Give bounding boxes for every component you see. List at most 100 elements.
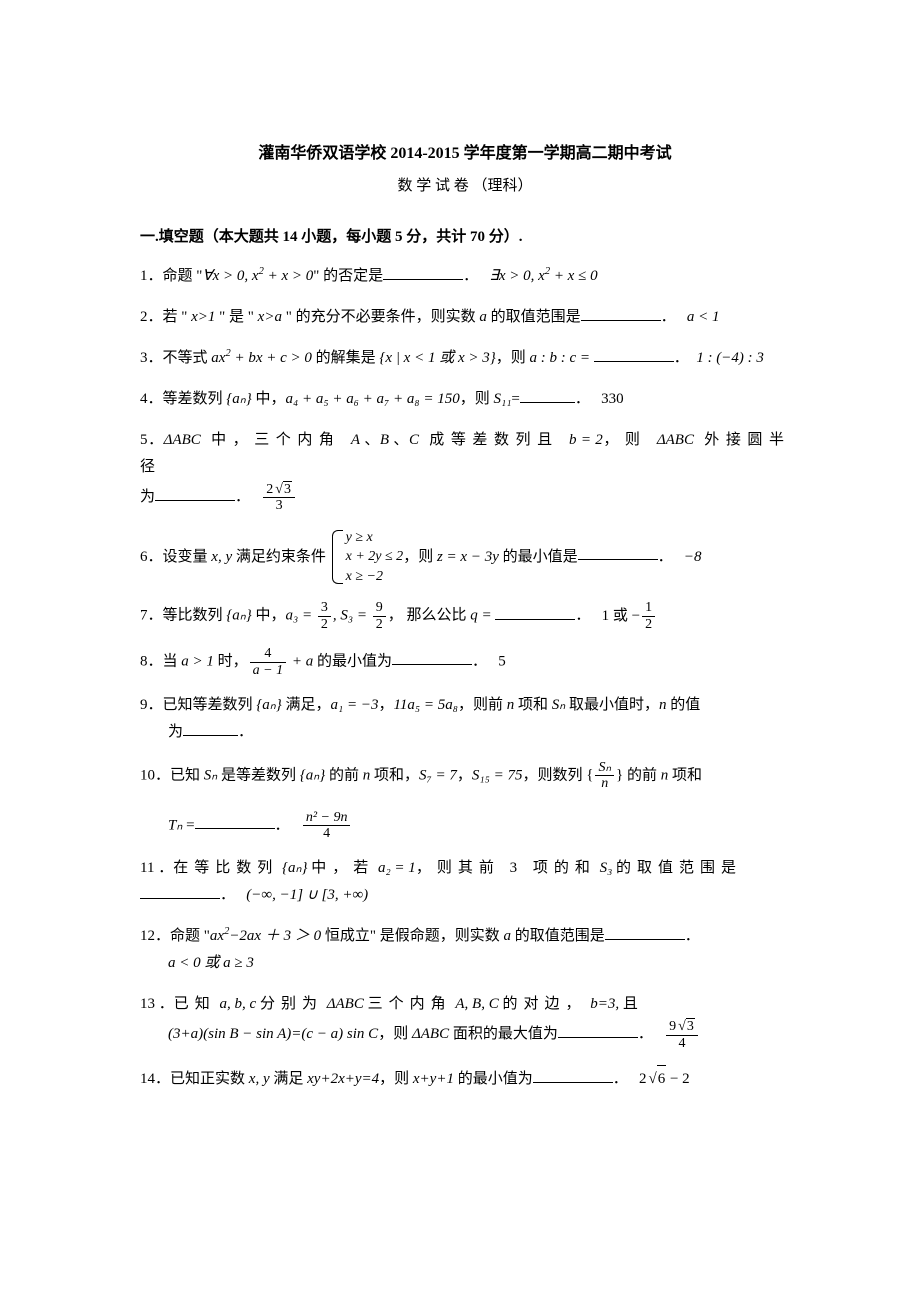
q-text: 已知: [174, 996, 216, 1012]
period: ．: [275, 817, 290, 833]
q-text: 命题 ": [170, 928, 210, 944]
question-4: 4．等差数列 {aₙ} 中，a₄ + a₅ + a₆ + a₇ + a₈ = 1…: [140, 386, 790, 413]
question-9: 9．已知等差数列 {aₙ} 满足，a₁ = −3，11a₅ = 5a₈，则前 n…: [140, 692, 790, 746]
q-text: 三个内角: [368, 996, 452, 1012]
period: ．: [613, 1071, 628, 1087]
q-text: 的取值范围是: [487, 309, 581, 325]
blank: [495, 604, 575, 620]
question-8: 8．当 a > 1 时，4a − 1 + a 的最小值为． 5: [140, 646, 790, 678]
question-6: 6．设变量 x, y 满足约束条件 y ≥ x x + 2y ≤ 2 x ≥ −…: [140, 528, 790, 587]
frac: 4a − 1: [248, 646, 288, 678]
q-text: 中，: [252, 391, 286, 407]
eq: =: [182, 817, 194, 833]
q-num: 10．: [140, 767, 170, 783]
q-num: 2．: [140, 309, 163, 325]
question-14: 14．已知正实数 x, y 满足 xy+2x+y=4，则 x+y+1 的最小值为…: [140, 1065, 790, 1093]
q-num: 3．: [140, 350, 163, 366]
n: n: [659, 697, 667, 713]
q-text: 的最小值为: [313, 653, 392, 669]
q-num: 5．: [140, 432, 164, 448]
q-text: ，则其前 3 项的和: [416, 860, 596, 876]
q-num: 6．: [140, 548, 163, 564]
c3: x ≥ −2: [346, 567, 404, 587]
q-text: 等差数列: [163, 391, 227, 407]
q-text: 已知正实数: [170, 1071, 249, 1087]
tri: ΔABC: [657, 432, 694, 448]
question-5: 5．ΔABC 中，三个内角 A 、B 、C 成等差数列且 b = 2，则 ΔAB…: [140, 427, 790, 514]
answer: ∃x > 0, x2 + x ≤ 0: [489, 268, 597, 284]
tri: ΔABC: [164, 432, 201, 448]
set: {x | x < 1 或 x > 3}: [379, 350, 495, 366]
q-text: 等比数列: [163, 608, 227, 624]
seq: {aₙ}: [226, 608, 251, 624]
period: ．: [674, 350, 689, 366]
period: ．: [220, 887, 235, 903]
q-text: 中，: [252, 608, 286, 624]
ABC: A, B, C: [455, 996, 498, 1012]
seq: {aₙ}: [282, 860, 307, 876]
Sn: Sₙ: [204, 767, 217, 783]
q-text: ，则数列: [522, 767, 586, 783]
blank: [520, 387, 575, 403]
period: ．: [661, 309, 676, 325]
period: ．: [472, 653, 487, 669]
q-text: 是等差数列: [217, 767, 300, 783]
expr: ax2−2ax ＋ 3 ＞ 0: [210, 928, 321, 944]
period: ．: [658, 548, 673, 564]
q-text: 为: [168, 724, 183, 740]
q-text: ，则: [496, 350, 530, 366]
sep: ，: [379, 697, 394, 713]
q-text: 面积的最大值为: [449, 1026, 558, 1042]
abc: a, b, c: [220, 996, 257, 1012]
sep: 、: [360, 432, 380, 448]
q-text: 的前: [325, 767, 363, 783]
q-expr: x>1: [187, 309, 219, 325]
q9-line2: 为．: [140, 719, 790, 746]
exam-page: 灌南华侨双语学校 2014-2015 学年度第一学期高二期中考试 数 学 试 卷…: [0, 0, 920, 1302]
blank: [183, 720, 238, 736]
vars: x, y: [211, 548, 232, 564]
answer: a < 1: [687, 309, 720, 325]
b3: b=3,: [590, 996, 619, 1012]
frac: 32: [316, 600, 333, 632]
q-text: 命题 ": [163, 268, 203, 284]
question-13: 13 ．已知 a, b, c 分别为 ΔABC 三个内角 A, B, C 的对边…: [140, 991, 790, 1051]
blank: [605, 924, 685, 940]
answer: a < 0 或 a ≥ 3: [140, 955, 254, 971]
question-11: 11 ．在等比数列 {aₙ} 中，若 a₂ = 1，则其前 3 项的和 S₃ 的…: [140, 855, 790, 909]
answer: 330: [601, 391, 624, 407]
q10-line2: Tₙ =． n² − 9n4: [140, 810, 790, 842]
eq: (3+a)(sin B − sin A)=(c − a) sin C: [168, 1026, 378, 1042]
q-text: 当: [163, 653, 182, 669]
q-text: 项和: [668, 767, 702, 783]
blank: [155, 485, 235, 501]
q-text: 若 ": [163, 309, 188, 325]
answer-frac: 233: [261, 481, 297, 514]
answer: 1 或 −12: [602, 608, 657, 624]
eq: =: [511, 391, 519, 407]
question-2: 2．若 " x>1 " 是 " x>a " 的充分不必要条件，则实数 a 的取值…: [140, 304, 790, 331]
eq: xy+2x+y=4: [307, 1071, 379, 1087]
q-text: 在等比数列: [173, 860, 278, 876]
tri: ΔABC: [327, 996, 364, 1012]
question-10: 10．已知 Sₙ 是等差数列 {aₙ} 的前 n 项和，S₇ = 7，S₁₅ =…: [140, 760, 790, 842]
answer: 5: [498, 653, 506, 669]
q-text: 的对边，: [502, 996, 586, 1012]
plus-a: + a: [288, 653, 313, 669]
q-num: 11 ．: [140, 860, 173, 876]
q-num: 14．: [140, 1071, 170, 1087]
s15: S₁₅ = 75: [472, 767, 523, 783]
q-text: 的最小值是: [499, 548, 578, 564]
answer: 26 − 2: [639, 1071, 690, 1087]
eq: a₄ + a₅ + a₆ + a₇ + a₈ = 150: [286, 391, 460, 407]
period: ．: [638, 1026, 653, 1042]
s3: , S₃ =: [333, 608, 371, 624]
blank: [383, 264, 463, 280]
question-1: 1．命题 "∀x > 0, x2 + x > 0" 的否定是． ∃x > 0, …: [140, 263, 790, 290]
a2: a₂ = 1: [378, 860, 416, 876]
sep: 、: [389, 432, 409, 448]
blank: [594, 346, 674, 362]
q-text: 恒成立" 是假命题，则实数: [321, 928, 503, 944]
c1: y ≥ x: [346, 528, 404, 548]
sep: ，: [457, 767, 472, 783]
